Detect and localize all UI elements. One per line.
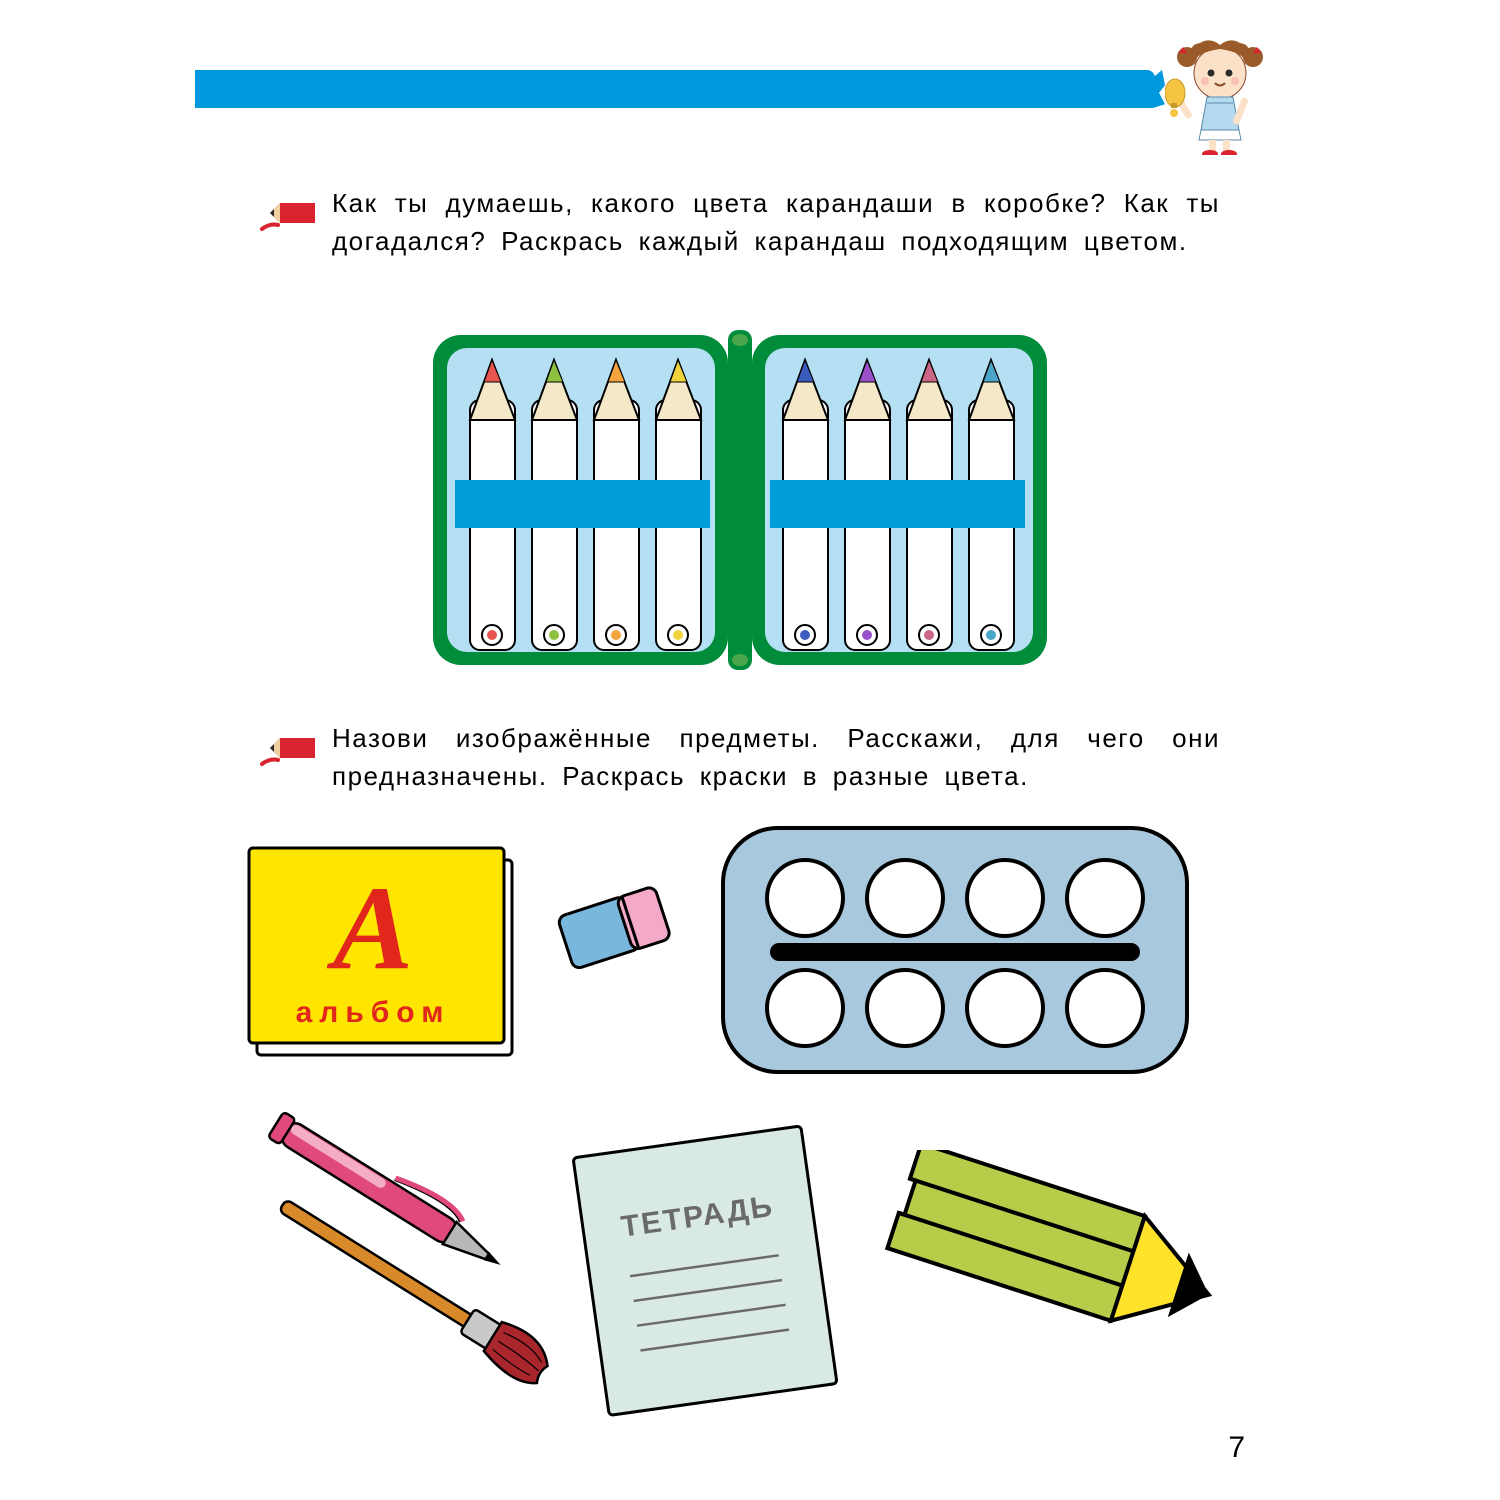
eraser-icon [555,880,675,975]
brush-icon [265,1190,565,1400]
task2-text: Назови изображённые предметы. Расскажи, … [332,720,1220,795]
yellow-pencil-icon [885,1150,1225,1350]
header-bar [195,70,1155,108]
album-label: альбом [296,996,451,1029]
pencil-bullet-icon [260,728,318,770]
page-number: 7 [1228,1431,1245,1465]
album-letter: А [326,861,413,994]
mascot-girl-icon [1165,35,1275,155]
task1-block: Как ты думаешь, какого цвета карандаши в… [260,185,1220,260]
pencil-case-illustration [425,320,1055,680]
task1-text: Как ты думаешь, какого цвета карандаши в… [332,185,1220,260]
task2-block: Назови изображённые предметы. Расскажи, … [260,720,1220,795]
pencil-bullet-icon [260,193,318,235]
page-content: Как ты думаешь, какого цвета карандаши в… [195,0,1305,1500]
notebook-icon: ТЕТРАДЬ [565,1120,855,1420]
album-icon: А альбом [245,840,525,1070]
paint-palette-icon [715,820,1195,1080]
items-illustration: А альбом [225,820,1225,1440]
